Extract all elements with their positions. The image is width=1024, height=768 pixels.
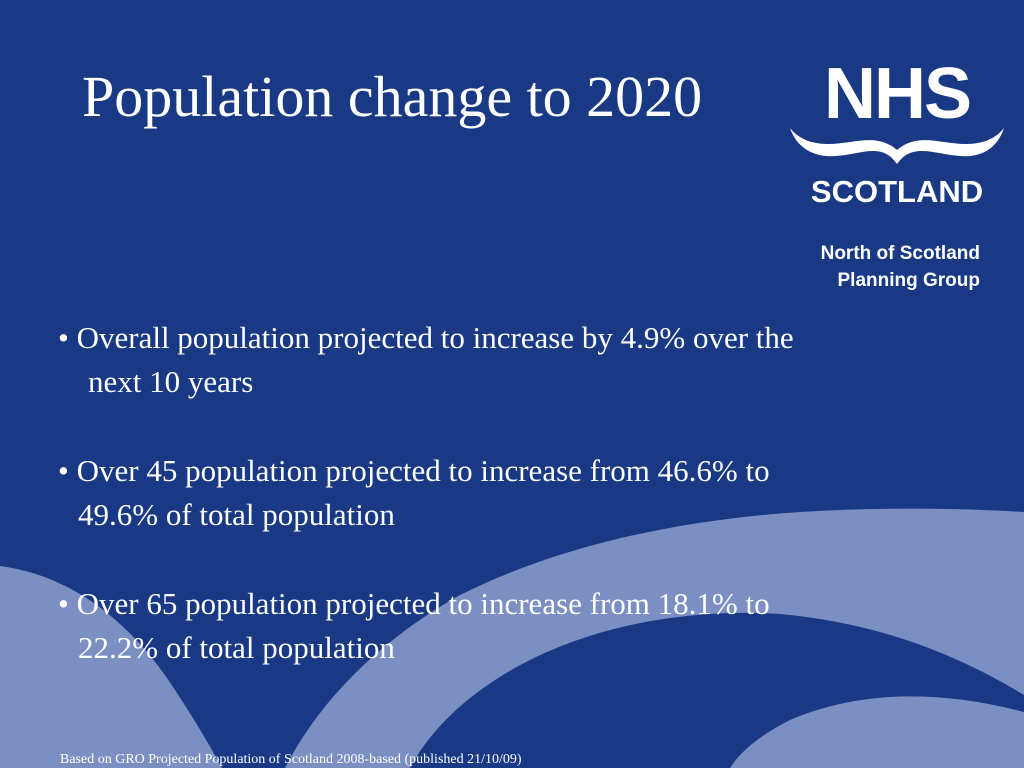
source-footnote: Based on GRO Projected Population of Sco… — [60, 752, 522, 767]
bullet-2-line-1: • Over 45 population projected to increa… — [58, 453, 770, 488]
bullet-3-line-2: 22.2% of total population — [78, 630, 395, 665]
bullet-over-45-population: • Over 45 population projected to increa… — [58, 449, 978, 537]
logo-wave-icon — [790, 128, 1004, 164]
bullet-overall-population: • Overall population projected to increa… — [58, 316, 978, 404]
organisation-line-1: North of Scotland — [820, 243, 980, 264]
bullet-1-line-1: • Overall population projected to increa… — [58, 320, 794, 355]
wave-band-large — [0, 508, 1024, 768]
bullet-2-line-2: 49.6% of total population — [78, 497, 395, 532]
wave-band-lower — [730, 696, 1024, 768]
bullet-1-line-2: next 10 years — [88, 364, 254, 399]
bullet-3-line-1: • Over 65 population projected to increa… — [58, 586, 770, 621]
logo-nhs-text: NHS — [824, 58, 970, 134]
slide-title: Population change to 2020 — [82, 64, 703, 129]
logo-scotland-text: SCOTLAND — [811, 174, 983, 209]
bullet-list: • Overall population projected to increa… — [58, 316, 978, 715]
organisation-line-2: Planning Group — [837, 270, 981, 291]
wave-band-left — [0, 690, 70, 768]
bullet-over-65-population: • Over 65 population projected to increa… — [58, 582, 978, 670]
organisation-name: North of Scotland Planning Group — [821, 240, 980, 294]
nhs-scotland-logo: NHS SCOTLAND — [790, 58, 1004, 209]
